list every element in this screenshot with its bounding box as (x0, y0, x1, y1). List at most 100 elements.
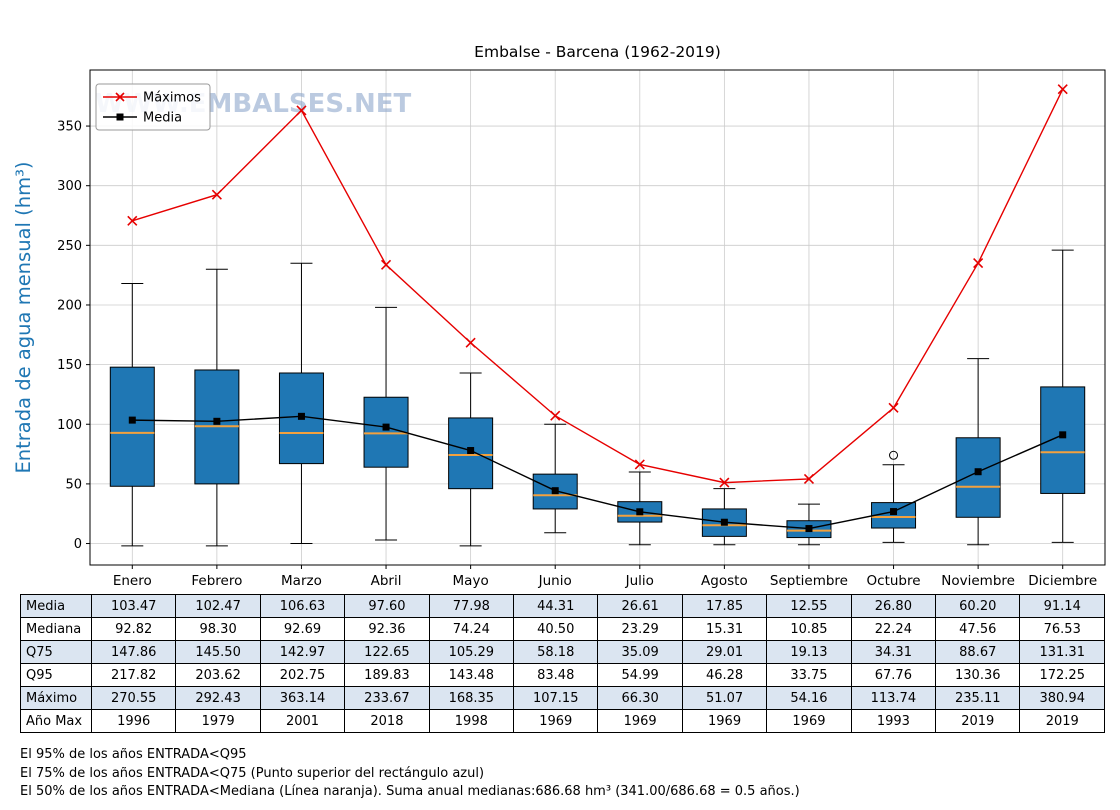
stats-table: Media 103.47 102.47 106.63 97.60 77.98 44.31 26… (20, 594, 1105, 733)
legend-box (95, 83, 211, 131)
table-cell: 92.36 (344, 617, 430, 641)
table-cell: 131.31 (1019, 640, 1105, 664)
table-cell: 380.94 (1019, 686, 1105, 710)
table-cell: 105.29 (428, 640, 515, 664)
table-cell: 26.80 (850, 594, 937, 618)
boxplot-Junio (532, 423, 578, 534)
table-cell: 17.85 (681, 594, 768, 618)
table-cell: 142.97 (259, 640, 346, 664)
media-series (128, 412, 1067, 533)
boxplot-Octubre (871, 464, 917, 543)
table-row: Máximo 270.55 292.43 363.14 233.67 168.35 107.… (20, 686, 1105, 710)
table-cell: 2018 (344, 709, 430, 733)
table-cell: 74.24 (428, 617, 515, 641)
table-cell: 76.53 (1019, 617, 1105, 641)
table-cell: 35.09 (597, 640, 683, 664)
table-cell: 60.20 (935, 594, 1021, 618)
table-cell: 292.43 (175, 686, 261, 710)
table-cell: 19.13 (766, 640, 852, 664)
box (955, 437, 1001, 518)
table-cell: 33.75 (766, 663, 852, 687)
x-tick-label: Diciembre (1028, 573, 1097, 589)
legend: Máximos Media (95, 83, 211, 131)
maximos-series (127, 84, 1068, 488)
table-cell: 130.36 (935, 663, 1021, 687)
table-cell: 2001 (259, 709, 346, 733)
boxplot-Agosto (701, 488, 747, 546)
table-cell: 92.82 (90, 617, 177, 641)
y-tick-label: 350 (57, 120, 82, 135)
footnote-q95: El 95% de los años ENTRADA<Q95 (20, 747, 247, 762)
table-row: Q75 147.86 145.50 142.97 122.65 105.29 58.18 35… (20, 640, 1105, 664)
table-cell: 2019 (935, 709, 1021, 733)
table-cell: 15.31 (681, 617, 768, 641)
table-cell: 77.98 (428, 594, 515, 618)
table-cell: 172.25 (1019, 663, 1105, 687)
chart-title: Embalse - Barcena (1962-2019) (474, 43, 721, 61)
y-tick-label: 150 (57, 358, 82, 373)
table-cell: 270.55 (90, 686, 177, 710)
table-cell: 1993 (850, 709, 937, 733)
table-row: Año Max 1996 1979 2001 2018 1998 1969 1969 1969 1… (20, 709, 1105, 733)
table-cell: 83.48 (513, 663, 599, 687)
x-tick-label: Mayo (453, 573, 489, 589)
boxplot-Septiembre (786, 503, 832, 546)
table-cell: 29.01 (681, 640, 768, 664)
table-cell: 107.15 (513, 686, 599, 710)
y-tick-label: 50 (65, 477, 82, 492)
boxplot-Diciembre (1040, 249, 1086, 543)
boxplot-Noviembre (955, 358, 1001, 546)
table-cell: 1969 (766, 709, 852, 733)
row-label: Mediana (20, 617, 92, 641)
table-cell: 44.31 (513, 594, 599, 618)
row-label: Media (20, 594, 92, 618)
legend-media-label: Media (143, 111, 182, 126)
table-cell: 143.48 (428, 663, 515, 687)
y-tick-label: 0 (74, 537, 82, 552)
table-cell: 34.31 (850, 640, 937, 664)
box (448, 417, 494, 490)
box (871, 502, 917, 529)
table-cell: 363.14 (259, 686, 346, 710)
table-cell: 202.75 (259, 663, 346, 687)
table-cell: 103.47 (90, 594, 177, 618)
table-cell: 54.16 (766, 686, 852, 710)
table-cell: 1969 (681, 709, 768, 733)
y-tick-label: 100 (57, 418, 82, 433)
table-cell: 12.55 (766, 594, 852, 618)
box (109, 366, 155, 487)
table-cell: 1969 (597, 709, 683, 733)
table-cell: 88.67 (935, 640, 1021, 664)
table-cell: 26.61 (597, 594, 683, 618)
x-tick-label: Noviembre (941, 573, 1015, 589)
outlier-marker (889, 450, 899, 460)
table-cell: 1996 (90, 709, 177, 733)
x-tick-label: Abril (371, 573, 402, 589)
x-tick-label: Julio (625, 573, 654, 589)
x-tick-label: Octubre (867, 573, 921, 589)
x-tick-label: Marzo (281, 573, 322, 589)
table-cell: 40.50 (513, 617, 599, 641)
table-cell: 46.28 (681, 663, 768, 687)
y-tick-label: 300 (57, 179, 82, 194)
table-cell: 168.35 (428, 686, 515, 710)
box (363, 396, 409, 468)
table-cell: 58.18 (513, 640, 599, 664)
table-cell: 54.99 (597, 663, 683, 687)
table-cell: 147.86 (90, 640, 177, 664)
table-cell: 66.30 (597, 686, 683, 710)
table-cell: 10.85 (766, 617, 852, 641)
table-cell: 2019 (1019, 709, 1105, 733)
x-tick-label: Febrero (191, 573, 242, 589)
table-cell: 51.07 (681, 686, 768, 710)
table-row: Mediana 92.82 98.30 92.69 92.36 74.24 40.50 23.… (20, 617, 1105, 641)
footnote-mediana: El 50% de los años ENTRADA<Mediana (Líne… (20, 784, 800, 799)
x-tick-label: Septiembre (770, 573, 848, 589)
table-cell: 1979 (175, 709, 261, 733)
boxplot-Enero (109, 283, 155, 547)
table-cell: 92.69 (259, 617, 346, 641)
table-cell: 91.14 (1019, 594, 1105, 618)
table-cell: 106.63 (259, 594, 346, 618)
x-tick-label: Junio (538, 573, 572, 589)
boxplot-Febrero (194, 268, 240, 547)
